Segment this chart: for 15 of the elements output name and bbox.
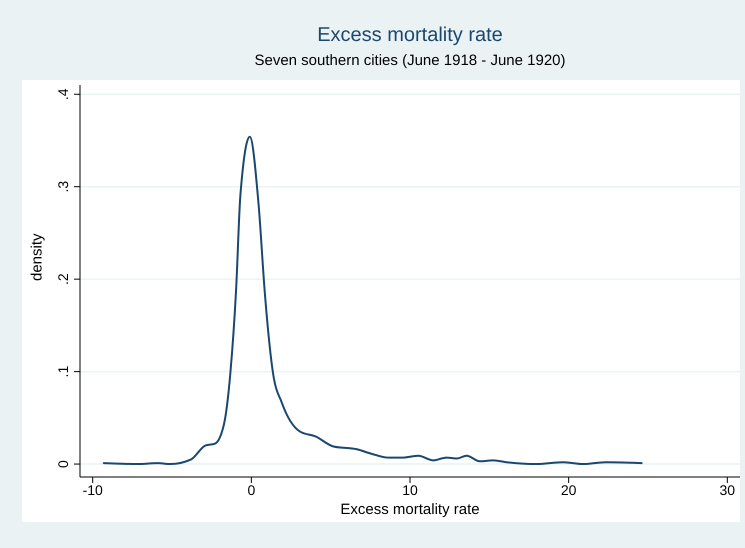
y-tick-label: .2 <box>55 273 71 285</box>
line-series <box>102 136 643 466</box>
chart-title: Excess mortality rate <box>316 24 504 47</box>
x-tick-label: 30 <box>720 482 736 498</box>
y-axis-title: density <box>28 232 46 281</box>
x-tick-label: 20 <box>560 482 577 498</box>
x-tick-label: -10 <box>82 482 104 498</box>
y-tick-label: .4 <box>55 88 71 100</box>
x-tick-label: 10 <box>402 482 418 498</box>
x-tick-label: 0 <box>247 482 256 498</box>
y-tick-label: .3 <box>55 180 71 193</box>
y-tick-label: .1 <box>55 366 71 378</box>
chart-subtitle: Seven southern cities (June 1918 - June 1920) <box>253 52 567 69</box>
y-tick-label: 0 <box>55 460 71 468</box>
x-axis-title: Excess mortality rate <box>340 501 480 518</box>
